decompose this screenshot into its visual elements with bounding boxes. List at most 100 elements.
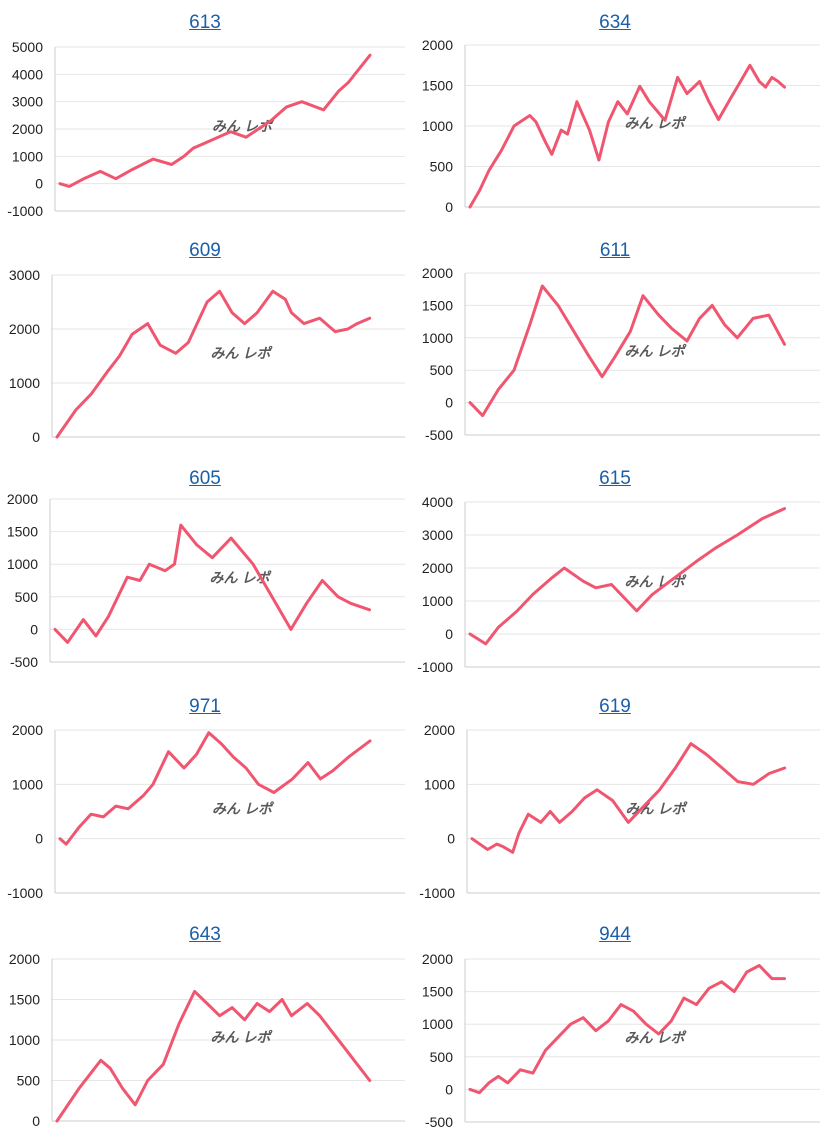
y-tick-label: 1000 <box>7 556 38 572</box>
y-tick-label: 500 <box>15 589 39 605</box>
chart-title-8: 619 <box>410 696 820 718</box>
chart-panel-9: 2000 1500 1000 500 0 みん レポ 643 <box>0 912 410 1140</box>
svg-text:みん: みん <box>212 801 241 817</box>
y-tick-label: 2000 <box>9 951 40 967</box>
y-tick-label: -1000 <box>417 659 453 675</box>
chart-plot-3: 3000 2000 1000 0 みん レポ <box>9 267 405 445</box>
svg-text:レポ: レポ <box>244 801 275 817</box>
chart-title-link-4[interactable]: 611 <box>599 240 631 261</box>
y-tick-label: 1000 <box>422 593 453 609</box>
chart-title-6: 615 <box>410 468 820 490</box>
chart-plot-7: 2000 1000 0 -1000 みん レポ <box>7 722 405 901</box>
y-tick-label: 1000 <box>12 148 43 164</box>
chart-panel-5: 2000 1500 1000 500 0 -500 みん レポ 605 <box>0 456 410 684</box>
y-tick-label: 1000 <box>422 330 453 346</box>
y-tick-label: 2000 <box>424 722 455 738</box>
y-tick-label: 0 <box>445 199 453 215</box>
y-tick-label: 4000 <box>12 66 43 82</box>
y-tick-label: 2000 <box>7 491 38 507</box>
y-tick-label: 500 <box>430 362 454 378</box>
y-tick-label: 0 <box>445 626 453 642</box>
chart-title-link-6[interactable]: 615 <box>599 468 631 489</box>
svg-text:みん: みん <box>625 343 654 359</box>
chart-title-7: 971 <box>0 696 410 718</box>
chart-title-link-7[interactable]: 971 <box>189 696 221 717</box>
y-tick-label: 1500 <box>422 297 453 313</box>
y-tick-label: 1500 <box>7 524 38 540</box>
series-line <box>55 289 372 439</box>
chart-panel-7: 2000 1000 0 -1000 みん レポ 971 <box>0 684 410 912</box>
series-line <box>58 731 372 846</box>
series-line <box>468 964 786 1095</box>
y-tick-label: -500 <box>425 1114 453 1130</box>
chart-panel-8: 2000 1000 0 -1000 みん レポ 619 <box>410 684 820 912</box>
y-tick-label: 2000 <box>12 121 43 137</box>
y-tick-label: 500 <box>430 159 454 175</box>
y-tick-label: 2000 <box>9 321 40 337</box>
chart-panel-6: 4000 3000 2000 1000 0 -1000 みん レポ 615 <box>410 456 820 684</box>
svg-text:レポ: レポ <box>657 343 688 359</box>
chart-panel-1: 5000 4000 3000 2000 1000 0 -1000 みん レポ 613 <box>0 0 410 228</box>
y-tick-label: 0 <box>35 831 43 847</box>
svg-text:レポ: レポ <box>658 801 689 817</box>
y-tick-label: 3000 <box>422 527 453 543</box>
y-tick-label: 500 <box>17 1073 41 1089</box>
svg-text:みん: みん <box>210 570 239 586</box>
series-line <box>53 523 371 644</box>
chart-panel-10: 2000 1500 1000 500 0 -500 みん レポ 944 <box>410 912 820 1140</box>
y-tick-label: 1000 <box>12 776 43 792</box>
y-tick-label: 2000 <box>422 37 453 53</box>
chart-title-5: 605 <box>0 468 410 490</box>
y-tick-label: 0 <box>445 395 453 411</box>
chart-title-link-10[interactable]: 944 <box>599 924 631 945</box>
svg-text:レポ: レポ <box>243 345 274 361</box>
series-line <box>468 63 786 209</box>
svg-text:みん: みん <box>625 574 654 590</box>
series-line <box>468 507 786 646</box>
y-tick-label: 2000 <box>422 560 453 576</box>
chart-title-1: 613 <box>0 12 410 34</box>
svg-text:レポ: レポ <box>657 1030 688 1046</box>
svg-text:みん: みん <box>212 118 241 134</box>
y-tick-label: 1500 <box>422 78 453 94</box>
series-line <box>55 989 372 1123</box>
y-tick-label: 1500 <box>9 992 40 1008</box>
y-tick-label: 4000 <box>422 494 453 510</box>
y-tick-label: 3000 <box>12 94 43 110</box>
y-tick-label: 0 <box>32 429 40 445</box>
y-tick-label: 0 <box>445 1081 453 1097</box>
y-tick-label: 0 <box>32 1113 40 1129</box>
y-tick-label: 1000 <box>424 776 455 792</box>
y-tick-label: -1000 <box>7 203 43 219</box>
chart-plot-9: 2000 1500 1000 500 0 みん レポ <box>9 951 405 1129</box>
chart-title-4: 611 <box>410 240 820 262</box>
watermark-logo: みん レポ <box>211 345 274 361</box>
watermark-logo: みん レポ <box>625 343 688 359</box>
chart-title-link-3[interactable]: 609 <box>189 240 221 261</box>
chart-panel-2: 2000 1500 1000 500 0 みん レポ 634 <box>410 0 820 228</box>
chart-title-3: 609 <box>0 240 410 262</box>
chart-title-link-5[interactable]: 605 <box>189 468 221 489</box>
series-line <box>470 742 787 854</box>
svg-text:レポ: レポ <box>243 1029 274 1045</box>
chart-title-link-2[interactable]: 634 <box>599 12 631 33</box>
watermark-logo: みん レポ <box>625 1030 688 1046</box>
y-tick-label: 2000 <box>422 265 453 281</box>
y-tick-label: 1000 <box>9 375 40 391</box>
chart-panel-4: 2000 1500 1000 500 0 -500 みん レポ 611 <box>410 228 820 456</box>
y-tick-label: 1000 <box>9 1032 40 1048</box>
chart-title-link-9[interactable]: 643 <box>189 924 221 945</box>
svg-text:みん: みん <box>625 115 654 131</box>
y-tick-label: -500 <box>10 654 38 670</box>
y-tick-label: 5000 <box>12 39 43 55</box>
series-line <box>58 53 372 188</box>
chart-title-link-8[interactable]: 619 <box>599 696 631 717</box>
y-tick-label: 2000 <box>12 722 43 738</box>
chart-plot-2: 2000 1500 1000 500 0 みん レポ <box>422 37 820 215</box>
chart-title-link-1[interactable]: 613 <box>189 12 221 33</box>
watermark-logo: みん レポ <box>212 801 275 817</box>
